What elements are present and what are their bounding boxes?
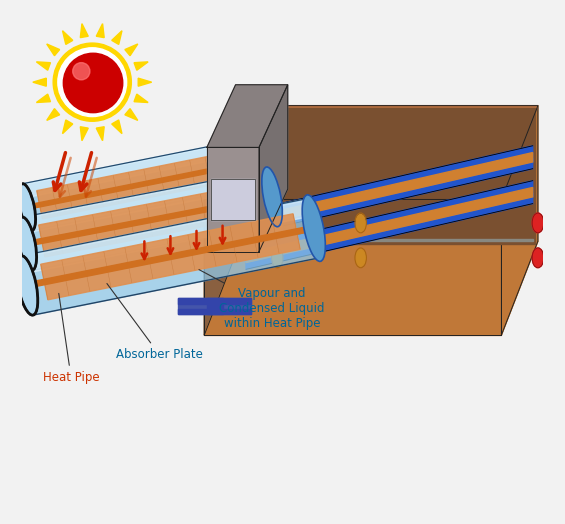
- Polygon shape: [33, 78, 46, 86]
- Text: Vapour and
Condensed Liquid
within Heat Pipe: Vapour and Condensed Liquid within Heat …: [199, 269, 325, 330]
- Polygon shape: [80, 24, 88, 38]
- Polygon shape: [246, 188, 533, 263]
- Ellipse shape: [302, 195, 325, 261]
- Polygon shape: [211, 179, 255, 220]
- Text: Absorber Plate: Absorber Plate: [107, 283, 203, 361]
- Polygon shape: [125, 108, 138, 121]
- Polygon shape: [21, 199, 320, 315]
- Polygon shape: [205, 106, 241, 335]
- Ellipse shape: [16, 256, 38, 315]
- Circle shape: [58, 48, 127, 116]
- Ellipse shape: [262, 167, 282, 227]
- Polygon shape: [259, 85, 288, 252]
- Polygon shape: [125, 44, 138, 56]
- Polygon shape: [29, 164, 234, 209]
- Polygon shape: [96, 24, 104, 38]
- Polygon shape: [246, 181, 533, 269]
- Polygon shape: [246, 238, 533, 241]
- Polygon shape: [112, 120, 122, 134]
- Circle shape: [53, 43, 131, 121]
- Polygon shape: [22, 171, 270, 233]
- Polygon shape: [21, 200, 311, 274]
- Polygon shape: [246, 193, 533, 263]
- Polygon shape: [36, 62, 50, 70]
- Polygon shape: [37, 154, 226, 219]
- Ellipse shape: [272, 249, 282, 266]
- Polygon shape: [138, 78, 151, 86]
- Ellipse shape: [18, 217, 37, 270]
- Polygon shape: [29, 226, 311, 288]
- Polygon shape: [205, 106, 538, 200]
- Polygon shape: [246, 146, 533, 234]
- Ellipse shape: [532, 213, 544, 233]
- Polygon shape: [178, 309, 251, 314]
- Polygon shape: [41, 214, 300, 300]
- Polygon shape: [205, 200, 501, 335]
- Circle shape: [63, 53, 123, 113]
- Polygon shape: [63, 31, 73, 45]
- Ellipse shape: [272, 214, 282, 231]
- Polygon shape: [36, 94, 50, 103]
- Polygon shape: [246, 152, 533, 227]
- Polygon shape: [178, 299, 251, 304]
- Polygon shape: [63, 120, 73, 134]
- Polygon shape: [207, 299, 223, 314]
- Polygon shape: [39, 184, 260, 257]
- Polygon shape: [47, 108, 60, 121]
- Polygon shape: [244, 108, 535, 244]
- Polygon shape: [501, 106, 538, 335]
- Polygon shape: [23, 142, 240, 231]
- Ellipse shape: [19, 184, 36, 231]
- Polygon shape: [47, 44, 60, 56]
- Polygon shape: [178, 299, 251, 314]
- Polygon shape: [112, 31, 122, 45]
- Polygon shape: [207, 147, 259, 252]
- Ellipse shape: [532, 248, 544, 268]
- Polygon shape: [23, 143, 234, 198]
- Polygon shape: [96, 127, 104, 141]
- Polygon shape: [246, 158, 533, 227]
- Polygon shape: [134, 62, 148, 70]
- Polygon shape: [22, 170, 277, 270]
- Text: Heat Pipe: Heat Pipe: [43, 293, 99, 384]
- Ellipse shape: [227, 139, 245, 192]
- Polygon shape: [205, 241, 538, 335]
- Circle shape: [73, 63, 90, 80]
- Ellipse shape: [356, 214, 366, 231]
- Polygon shape: [134, 94, 148, 103]
- Ellipse shape: [356, 249, 366, 266]
- Polygon shape: [207, 85, 288, 147]
- Polygon shape: [80, 127, 88, 141]
- Polygon shape: [29, 195, 270, 246]
